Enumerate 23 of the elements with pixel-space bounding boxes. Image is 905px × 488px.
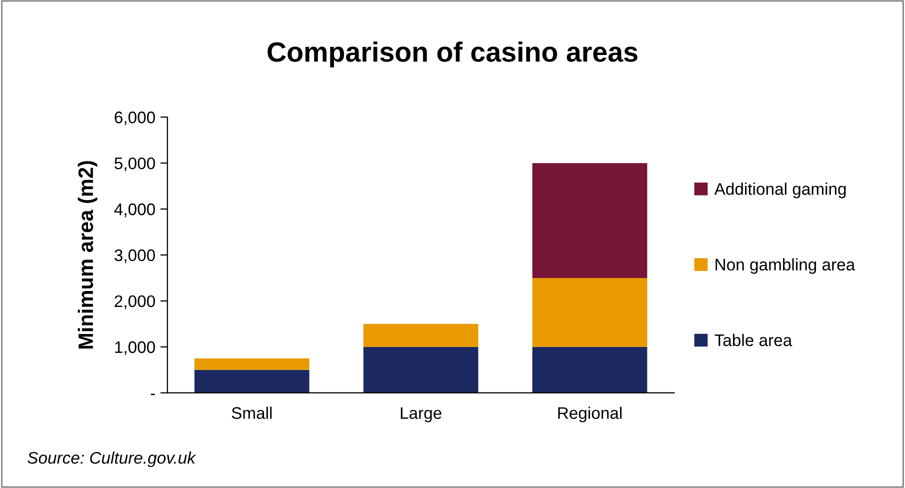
- bar: [532, 278, 648, 347]
- y-tick-label: 4,000: [114, 203, 155, 218]
- y-tick-label: 3,000: [114, 249, 155, 264]
- chart-title: Comparison of casino areas: [268, 41, 638, 68]
- legend-label: Additional gaming: [714, 182, 846, 198]
- bar: [194, 358, 310, 370]
- bar: [532, 346, 648, 393]
- y-tick-label: 1,000: [115, 341, 155, 356]
- y-axis-title: Minimum area (m2): [78, 161, 98, 349]
- legend-label: Non gambling area: [716, 258, 856, 274]
- legend-label: Table area: [714, 334, 792, 346]
- source-note: Source: Culture.gov.uk: [28, 452, 196, 468]
- x-tick-label: Small: [232, 406, 272, 419]
- x-tick-label: Regional: [558, 406, 622, 422]
- bar: [532, 163, 648, 278]
- bar: [194, 370, 310, 393]
- bar: [363, 324, 478, 347]
- y-tick-label: 6,000: [114, 112, 155, 126]
- y-tick-label: -: [150, 394, 155, 396]
- y-tick-label: 2,000: [114, 295, 155, 310]
- y-tick-label: 5,000: [114, 157, 155, 172]
- bar: [363, 346, 478, 393]
- x-tick-label: Large: [400, 407, 442, 422]
